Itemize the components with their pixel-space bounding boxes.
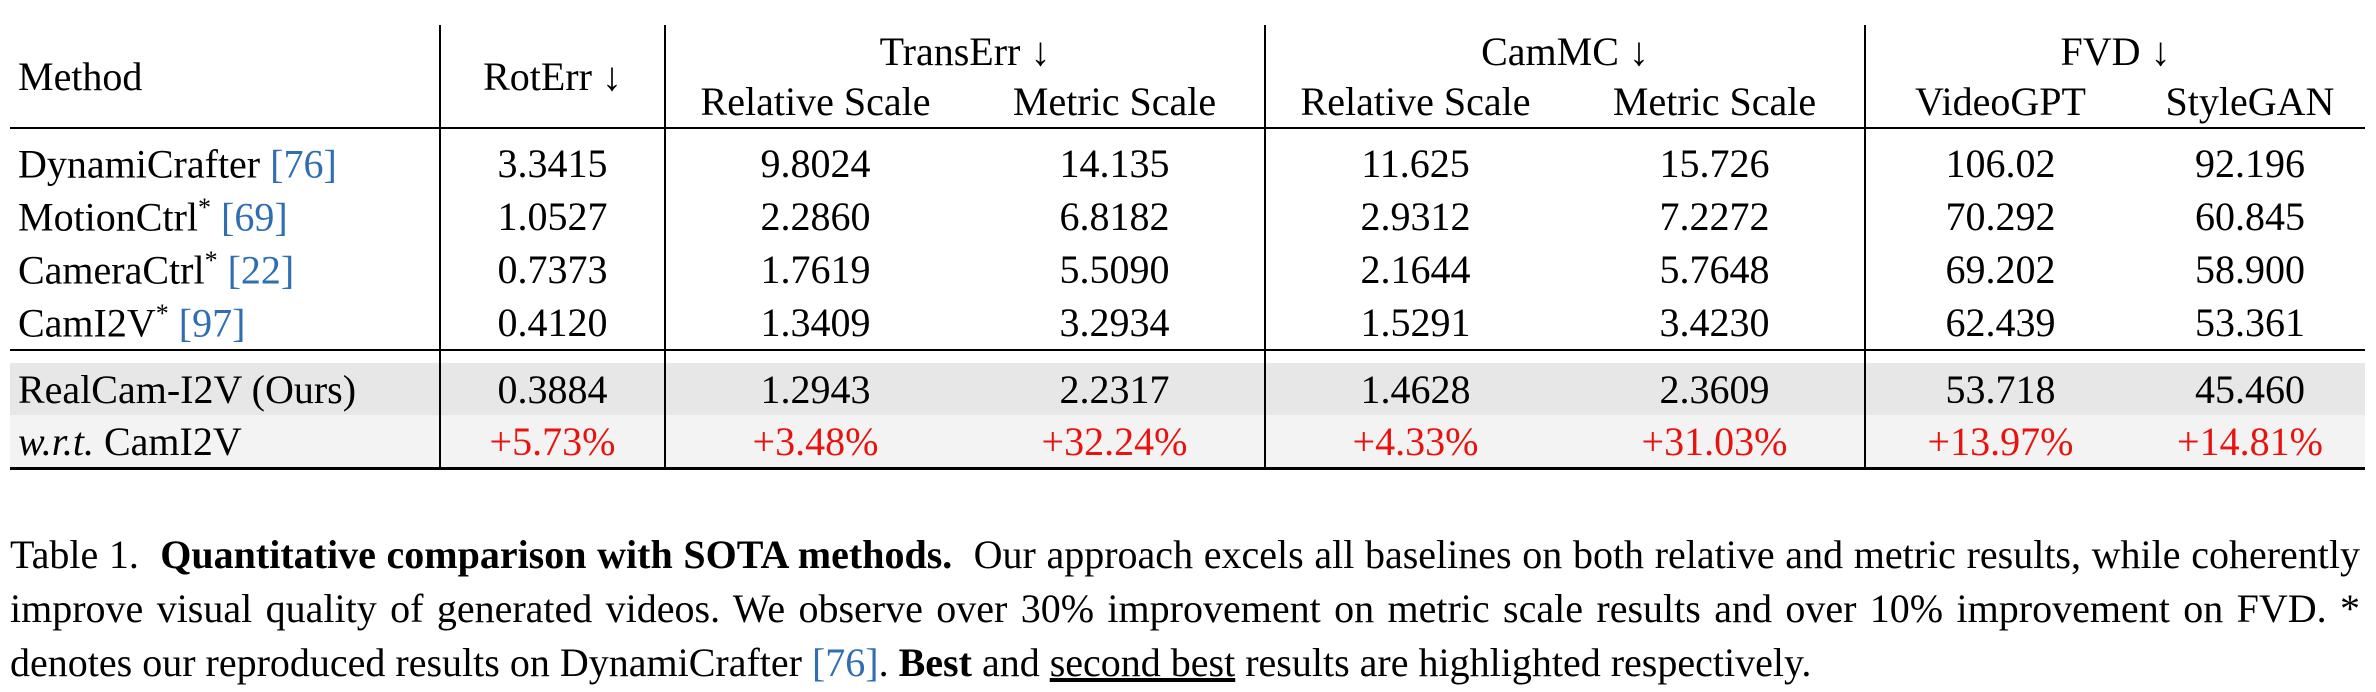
table-cell: 1.0527 bbox=[440, 190, 666, 243]
table-cell: 9.8024 bbox=[760, 141, 871, 186]
method-name: DynamiCrafter bbox=[18, 141, 261, 187]
ours-row: RealCam-I2V (Ours) 0.3884 1.2943 2.2317 1.46… bbox=[10, 363, 2365, 415]
caption-second-best: second best bbox=[1049, 640, 1236, 685]
table-cell: 45.460 bbox=[2135, 363, 2365, 415]
table-cell: 2.2317 bbox=[965, 363, 1266, 415]
caption-label: Table 1. bbox=[10, 532, 139, 577]
table-cell: 2.1644 bbox=[1360, 247, 1471, 292]
method-name: CamI2V bbox=[18, 300, 156, 346]
citation-link[interactable]: [76] bbox=[270, 141, 337, 187]
caption-citation[interactable]: [76] bbox=[811, 640, 879, 685]
table-cell: 60.845 bbox=[2195, 194, 2305, 239]
table-row: CameraCtrl* [22] 0.7373 1.7619 5.5090 2.1644… bbox=[10, 243, 2365, 296]
method-name-cell: CamI2V* [97] bbox=[10, 296, 441, 350]
improvement-label: w.r.t. CamI2V bbox=[10, 415, 441, 470]
table-cell: +4.33% bbox=[1265, 415, 1565, 470]
table-cell: 92.196 bbox=[2195, 141, 2305, 186]
table-cell: 53.718 bbox=[1865, 363, 2135, 415]
caption-text-3: results are highlighted respectively. bbox=[1245, 640, 1812, 685]
reproduced-marker: * bbox=[198, 192, 212, 222]
table-cell: 0.7373 bbox=[440, 243, 666, 296]
header-transerr-relative: Relative Scale bbox=[700, 78, 931, 124]
table-cell: 0.3884 bbox=[440, 363, 666, 415]
table-caption: Table 1. Quantitative comparison with SO… bbox=[10, 528, 2360, 690]
table-row: CamI2V* [97] 0.4120 1.3409 3.2934 1.5291 3.42… bbox=[10, 296, 2365, 350]
table-cell: 11.625 bbox=[1361, 141, 1470, 186]
table-cell: +32.24% bbox=[965, 415, 1266, 470]
table-cell: 15.726 bbox=[1565, 137, 1866, 190]
caption-text-2: . bbox=[878, 640, 889, 685]
table-cell: 3.2934 bbox=[965, 296, 1266, 350]
improvement-row: w.r.t. CamI2V +5.73% +3.48% +32.24% +4.33% +3… bbox=[10, 415, 2365, 470]
results-table: Method RotErr ↓ TransErr ↓ CamMC ↓ FVD ↓… bbox=[10, 25, 2365, 470]
table-cell: 2.2860 bbox=[760, 194, 871, 239]
method-name-cell: MotionCtrl* [69] bbox=[10, 190, 441, 243]
citation-link[interactable]: [22] bbox=[227, 247, 295, 293]
table-cell: +13.97% bbox=[1865, 415, 2135, 470]
table-cell: 2.3609 bbox=[1565, 363, 1866, 415]
table-cell: +3.48% bbox=[665, 415, 965, 470]
table-cell: 14.135 bbox=[965, 137, 1266, 190]
table-cell: 1.4628 bbox=[1265, 363, 1565, 415]
caption-and: and bbox=[981, 640, 1040, 685]
reproduced-marker: * bbox=[204, 245, 218, 275]
table-cell: 1.3409 bbox=[760, 300, 871, 345]
header-transerr: TransErr ↓ bbox=[665, 25, 1266, 75]
caption-best: Best bbox=[898, 640, 972, 685]
header-fvd: FVD ↓ bbox=[2060, 29, 2171, 74]
table-cell: 0.4120 bbox=[440, 296, 666, 350]
table-cell: +14.81% bbox=[2135, 415, 2365, 470]
method-name: MotionCtrl bbox=[18, 194, 199, 240]
table-cell: 1.5291 bbox=[1360, 300, 1471, 345]
table-cell: 70.292 bbox=[1945, 194, 2056, 239]
wrt-label: w.r.t. bbox=[18, 418, 94, 464]
header-cammc: CamMC ↓ bbox=[1265, 25, 1866, 75]
header-cammc-metric: Metric Scale bbox=[1565, 75, 1866, 128]
method-name-cell: DynamiCrafter [76] bbox=[10, 137, 441, 190]
table-cell: 5.5090 bbox=[965, 243, 1266, 296]
header-fvd-stylegan: StyleGAN bbox=[2165, 78, 2335, 124]
table-cell: +5.73% bbox=[440, 415, 666, 470]
table-cell: 69.202 bbox=[1945, 247, 2056, 292]
table-cell: 1.2943 bbox=[665, 363, 965, 415]
method-name-cell: CameraCtrl* [22] bbox=[10, 243, 441, 296]
table-cell: +31.03% bbox=[1565, 415, 1866, 470]
table-cell: 58.900 bbox=[2195, 247, 2305, 292]
table-cell: 3.4230 bbox=[1565, 296, 1866, 350]
reproduced-marker: * bbox=[155, 298, 169, 328]
table-cell: 7.2272 bbox=[1565, 190, 1866, 243]
table-cell: 62.439 bbox=[1945, 300, 2056, 345]
table-cell: 1.7619 bbox=[760, 247, 871, 292]
table-cell: 53.361 bbox=[2195, 300, 2305, 345]
caption-text-1: Our approach excels all baselines on bot… bbox=[10, 532, 2361, 685]
table-cell: 106.02 bbox=[1945, 141, 2056, 186]
header-fvd-videogpt: VideoGPT bbox=[1915, 78, 2086, 124]
header-transerr-metric: Metric Scale bbox=[965, 75, 1266, 128]
header-roterr: RotErr ↓ bbox=[440, 25, 666, 128]
caption-title: Quantitative comparison with SOTA method… bbox=[160, 532, 953, 577]
citation-link[interactable]: [97] bbox=[178, 300, 246, 346]
header-method: Method bbox=[10, 25, 441, 128]
method-name: RealCam-I2V (Ours) bbox=[10, 363, 441, 415]
header-cammc-relative: Relative Scale bbox=[1300, 78, 1531, 124]
table-cell: 5.7648 bbox=[1565, 243, 1866, 296]
table-cell: 2.9312 bbox=[1360, 194, 1471, 239]
table-cell: 6.8182 bbox=[965, 190, 1266, 243]
table-row: MotionCtrl* [69] 1.0527 2.2860 6.8182 2.9312… bbox=[10, 190, 2365, 243]
method-name: CameraCtrl bbox=[18, 247, 205, 293]
table-cell: 3.3415 bbox=[440, 137, 666, 190]
table-row: DynamiCrafter [76] 3.3415 9.8024 14.135 11.6… bbox=[10, 137, 2365, 190]
citation-link[interactable]: [69] bbox=[221, 194, 288, 240]
baseline-name: CamI2V bbox=[103, 418, 242, 464]
